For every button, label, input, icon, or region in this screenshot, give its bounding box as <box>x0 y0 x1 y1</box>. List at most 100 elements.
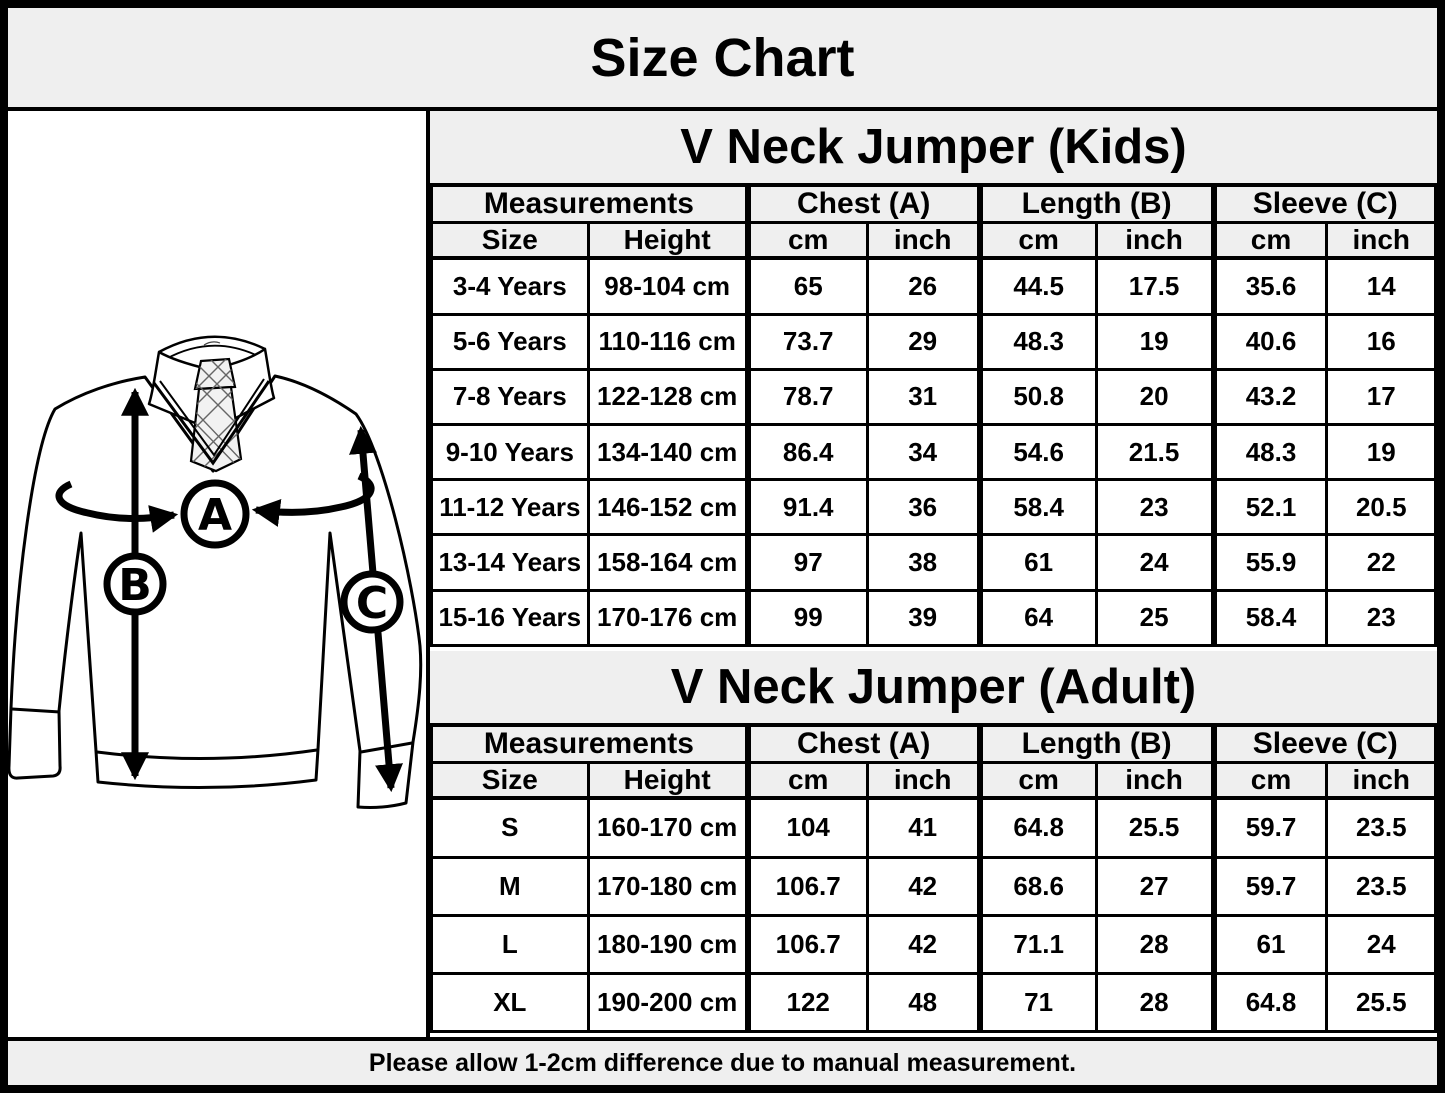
height-column-header: Height <box>586 761 750 800</box>
table-cell: 158-164 cm <box>586 533 750 592</box>
table-cell: 34 <box>865 423 982 482</box>
vneck-ribbing <box>152 380 271 466</box>
table-row: 9-10 Years 134-140 cm 86.4 34 54.6 21.5 48.3 19 <box>430 423 1437 482</box>
table-cell: 19 <box>1325 423 1437 482</box>
sleeve-cm-header: cm <box>1210 761 1329 800</box>
table-cell: 31 <box>865 367 982 427</box>
table-cell: 68.6 <box>976 855 1098 917</box>
table-cell: 25 <box>1094 588 1216 648</box>
length-header: Length (B) <box>976 187 1216 224</box>
table-cell: 23.5 <box>1325 855 1437 917</box>
length-cm-header: cm <box>976 221 1098 260</box>
table-cell: 39 <box>865 588 982 648</box>
table-cell: 106.7 <box>744 855 869 917</box>
table-cell: 146-152 cm <box>586 478 750 537</box>
table-row: 13-14 Years 158-164 cm 97 38 61 24 55.9 22 <box>430 533 1437 592</box>
table-row: 3-4 Years 98-104 cm 65 26 44.5 17.5 35.6 14 <box>430 256 1437 316</box>
left-cuff-line <box>11 707 61 714</box>
sleeve-header: Sleeve (C) <box>1210 727 1437 764</box>
adult-section-title: V Neck Jumper (Adult) <box>430 651 1437 727</box>
length-inch-header: inch <box>1094 221 1216 260</box>
chest-arrow-left <box>55 480 179 533</box>
table-cell: 106.7 <box>744 913 869 975</box>
table-cell: 28 <box>1094 913 1216 975</box>
tables-panel: V Neck Jumper (Kids) Measurements Chest … <box>430 111 1437 1037</box>
kids-section-title: V Neck Jumper (Kids) <box>430 111 1437 187</box>
page-title: Size Chart <box>8 8 1437 111</box>
table-cell: 19 <box>1094 312 1216 371</box>
table-row: S 160-170 cm 104 41 64.8 25.5 59.7 23.5 <box>430 796 1437 859</box>
table-cell: 14 <box>1325 256 1437 316</box>
chest-inch-header: inch <box>865 221 982 260</box>
table-cell: 26 <box>865 256 982 316</box>
size-column-header: Size <box>430 761 590 800</box>
table-cell: 24 <box>1094 533 1216 592</box>
table-cell: 55.9 <box>1210 533 1329 592</box>
table-cell: 71 <box>976 971 1098 1034</box>
table-cell: 42 <box>865 855 982 917</box>
jumper-diagram: A B C <box>8 335 423 809</box>
table-cell: 38 <box>865 533 982 592</box>
table-cell: 3-4 Years <box>430 256 590 316</box>
table-cell: 160-170 cm <box>586 796 750 859</box>
kids-sub-header-row: Size Height cm inch cm inch cm inch <box>430 221 1437 260</box>
table-cell: 11-12 Years <box>430 478 590 537</box>
table-cell: 15-16 Years <box>430 588 590 648</box>
table-cell: 180-190 cm <box>586 913 750 975</box>
table-cell: 134-140 cm <box>586 423 750 482</box>
table-cell: 20 <box>1094 367 1216 427</box>
table-cell: 28 <box>1094 971 1216 1034</box>
table-cell: 44.5 <box>976 256 1098 316</box>
table-cell: 48.3 <box>1210 423 1329 482</box>
table-cell: 64 <box>976 588 1098 648</box>
length-cm-header: cm <box>976 761 1098 800</box>
table-cell: 64.8 <box>1210 971 1329 1034</box>
table-cell: 73.7 <box>744 312 869 371</box>
table-cell: 16 <box>1325 312 1437 371</box>
table-cell: 59.7 <box>1210 796 1329 859</box>
table-cell: 40.6 <box>1210 312 1329 371</box>
table-cell: 78.7 <box>744 367 869 427</box>
table-cell: 17 <box>1325 367 1437 427</box>
chest-label: A <box>198 490 232 541</box>
table-cell: 25.5 <box>1325 971 1437 1034</box>
measurements-header: Measurements <box>430 187 750 224</box>
adult-section: V Neck Jumper (Adult) Measurements Chest… <box>430 651 1437 1037</box>
chest-cm-header: cm <box>744 221 869 260</box>
length-label: B <box>118 560 152 611</box>
table-cell: 35.6 <box>1210 256 1329 316</box>
table-cell: S <box>430 796 590 859</box>
table-row: 7-8 Years 122-128 cm 78.7 31 50.8 20 43.2 17 <box>430 367 1437 427</box>
table-cell: 52.1 <box>1210 478 1329 537</box>
length-header: Length (B) <box>976 727 1216 764</box>
jumper-diagram-panel: A B C <box>8 111 430 1037</box>
table-cell: 58.4 <box>976 478 1098 537</box>
table-cell: 50.8 <box>976 367 1098 427</box>
table-row: 15-16 Years 170-176 cm 99 39 64 25 58.4 23 <box>430 588 1437 648</box>
table-cell: 25.5 <box>1094 796 1216 859</box>
table-cell: 61 <box>976 533 1098 592</box>
table-cell: 43.2 <box>1210 367 1329 427</box>
table-cell: 20.5 <box>1325 478 1437 537</box>
table-cell: 97 <box>744 533 869 592</box>
table-cell: 170-176 cm <box>586 588 750 648</box>
table-cell: 9-10 Years <box>430 423 590 482</box>
table-cell: 98-104 cm <box>586 256 750 316</box>
sleeve-inch-header: inch <box>1325 221 1437 260</box>
vneck-ribbing-inner <box>159 378 265 457</box>
table-row: 5-6 Years 110-116 cm 73.7 29 48.3 19 40.6 16 <box>430 312 1437 371</box>
table-cell: 71.1 <box>976 913 1098 975</box>
sleeve-inch-header: inch <box>1325 761 1437 800</box>
kids-group-header-row: Measurements Chest (A) Length (B) Sleeve… <box>430 187 1437 224</box>
kids-size-table: Measurements Chest (A) Length (B) Sleeve… <box>430 187 1437 648</box>
table-cell: 42 <box>865 913 982 975</box>
sleeve-label-circle <box>340 570 404 634</box>
adult-group-header-row: Measurements Chest (A) Length (B) Sleeve… <box>430 727 1437 764</box>
size-column-header: Size <box>430 221 590 260</box>
table-row: 11-12 Years 146-152 cm 91.4 36 58.4 23 52.1 20.… <box>430 478 1437 537</box>
table-cell: 64.8 <box>976 796 1098 859</box>
table-cell: 48 <box>865 971 982 1034</box>
table-cell: 104 <box>744 796 869 859</box>
table-cell: 36 <box>865 478 982 537</box>
